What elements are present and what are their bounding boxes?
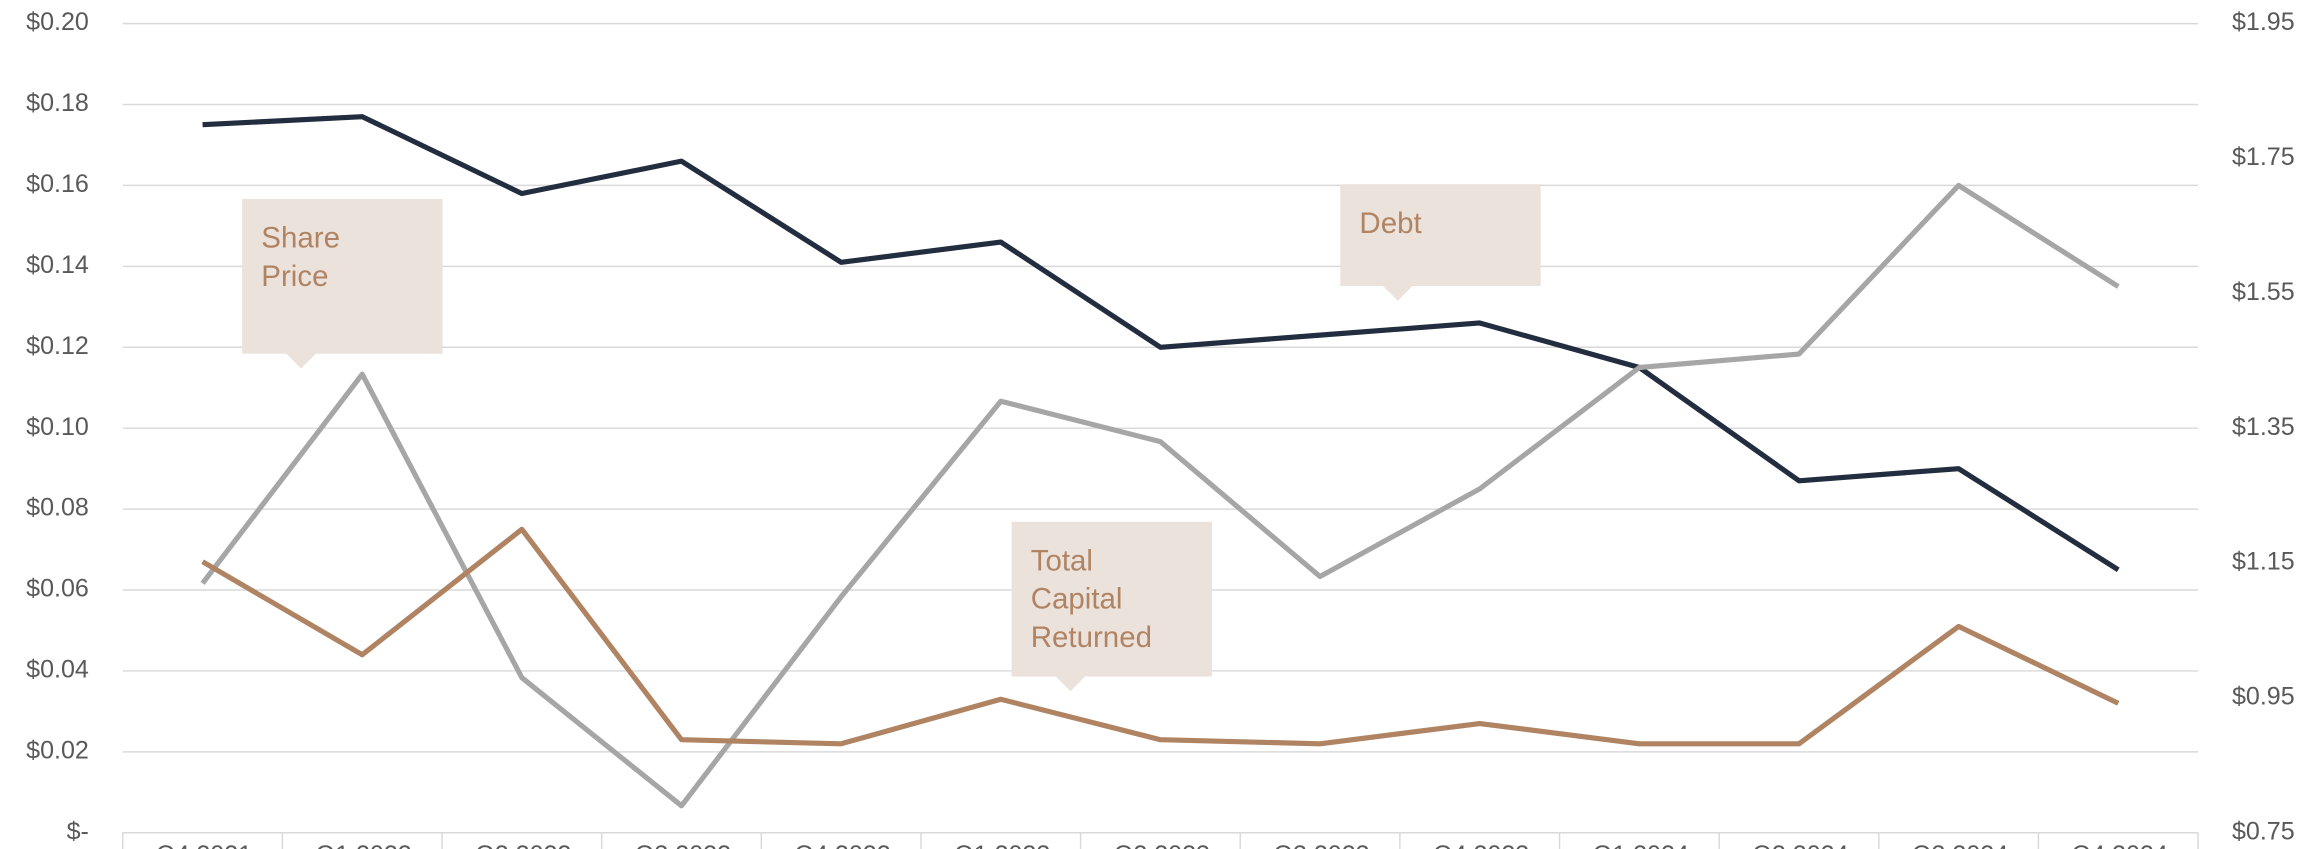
y2-tick-label: $1.55 (2232, 278, 2295, 306)
y2-tick-label: $0.75 (2232, 817, 2295, 845)
y-tick-label: $0.04 (26, 656, 89, 684)
y2-tick-label: $0.95 (2232, 683, 2295, 711)
x-tick-label: Q1 2023 (954, 841, 1050, 849)
x-tick-label: Q3 2022 (635, 841, 731, 849)
x-tick-label: Q4 2022 (795, 841, 891, 849)
x-tick-label: Q1 2022 (316, 841, 412, 849)
x-tick-label: Q3 2023 (1273, 841, 1369, 849)
y-tick-label: $0.14 (26, 251, 89, 279)
callout-box (242, 198, 443, 369)
callout-box (1011, 521, 1213, 692)
y-tick-label: $0.12 (26, 332, 89, 360)
callout-box (1340, 184, 1541, 301)
series-line (202, 114, 2120, 572)
x-tick-label: Q1 2024 (1593, 841, 1689, 849)
y-tick-label: $0.10 (26, 413, 89, 441)
x-tick-label: Q4 2021 (156, 841, 252, 849)
y2-tick-label: $1.15 (2232, 548, 2295, 576)
callout: Debt (1359, 207, 1422, 241)
x-tick-label: Q2 2022 (475, 841, 571, 849)
y2-tick-label: $1.35 (2232, 413, 2295, 441)
x-tick-label: Q4 2023 (1433, 841, 1529, 849)
y2-tick-label: $1.95 (2232, 8, 2295, 36)
callout: Share Price (261, 222, 340, 294)
callout-label: Share Price (261, 222, 340, 294)
x-tick-label: Q2 2024 (1752, 841, 1848, 849)
callout-label: Debt (1359, 207, 1422, 241)
y-tick-label: $- (67, 817, 89, 845)
y-tick-label: $0.18 (26, 89, 89, 117)
y-tick-label: $0.20 (26, 8, 89, 36)
callout-label: Total Capital Returned (1030, 545, 1152, 655)
y-tick-label: $0.08 (26, 494, 89, 522)
x-tick-label: Q2 2023 (1114, 841, 1210, 849)
x-tick-label: Q4 2024 (2072, 841, 2168, 849)
series-line (200, 182, 2120, 809)
x-tick-label: Q3 2024 (1912, 841, 2008, 849)
callout: Total Capital Returned (1030, 545, 1152, 655)
y-tick-label: $0.16 (26, 170, 89, 198)
y-tick-label: $0.02 (26, 736, 89, 764)
y2-tick-label: $1.75 (2232, 143, 2295, 171)
y-tick-label: $0.06 (26, 575, 89, 603)
series-line (201, 526, 2120, 747)
